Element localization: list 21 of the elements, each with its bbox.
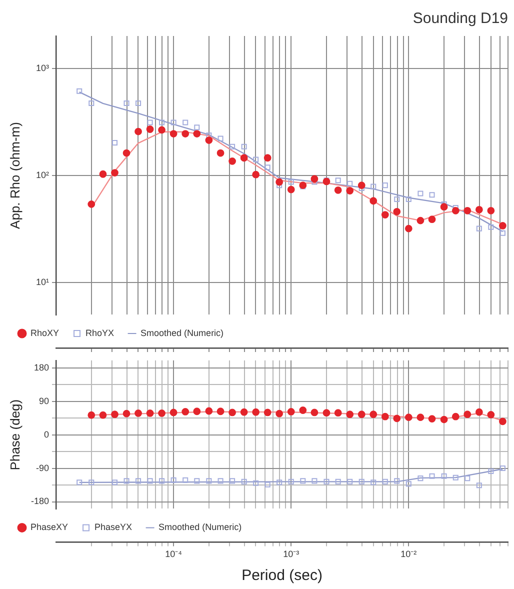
x-tick-label: 10⁻⁴ [165,549,182,560]
y-tick-label: 180 [34,362,49,372]
y-axis-title: App. Rho (ohm-m) [7,122,22,229]
legend-label: PhaseYX [94,522,132,532]
y-tick-label: 90 [38,396,49,406]
y-tick-label: 0 [44,429,49,440]
y-tick-label: -180 [30,496,49,506]
y-tick-label: 10¹ [36,277,49,288]
x-tick-label: 10⁻³ [283,549,300,560]
y-tick-label: 10² [36,170,49,180]
legend-label: RhoYX [86,328,114,338]
chart-title: Sounding D19 [412,10,508,28]
legend-label: PhaseXY [30,522,68,532]
legend-label: Smoothed (Numeric) [158,522,242,532]
x-axis-title: Period (sec) [242,567,322,584]
y-tick-label: 10³ [36,62,49,73]
legend-label: Smoothed (Numeric) [140,328,224,338]
y-tick-label: -90 [36,462,49,473]
legend-label: RhoXY [30,328,60,338]
x-tick-label: 10⁻² [400,549,417,560]
y-axis-title: Phase (deg) [7,399,22,470]
